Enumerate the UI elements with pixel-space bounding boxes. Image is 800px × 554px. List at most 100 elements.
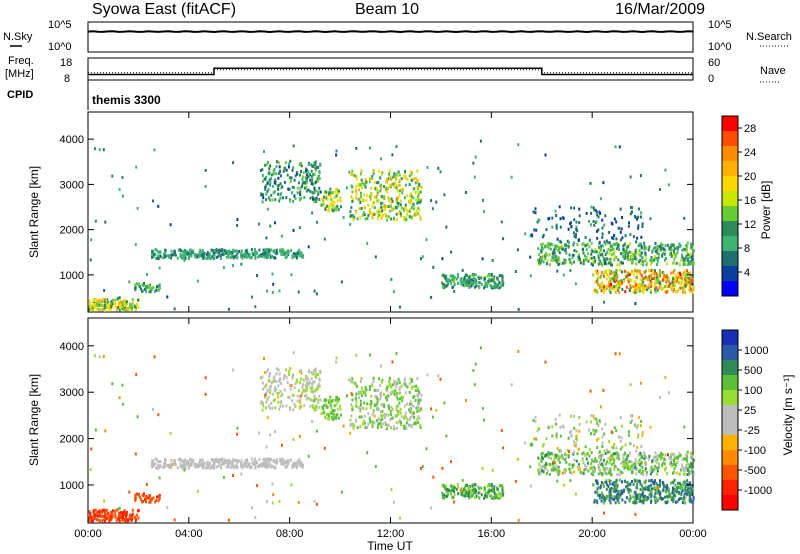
velocity-cell	[311, 398, 313, 402]
velocity-cell	[363, 390, 365, 394]
power-cell	[133, 304, 136, 308]
power-cell	[218, 251, 221, 255]
power-cell	[615, 220, 618, 224]
power-cell	[172, 253, 175, 257]
power-cell	[262, 196, 265, 200]
velocity-cell	[157, 460, 160, 464]
power-cell	[155, 288, 158, 292]
power-cell	[188, 254, 191, 258]
velocity-cell	[354, 397, 357, 401]
velocity-cell	[662, 456, 665, 460]
velocity-cell	[354, 382, 357, 386]
velocity-cell	[154, 462, 157, 466]
power-cell	[575, 250, 578, 254]
power-cell	[607, 274, 610, 278]
velocity-cell	[389, 392, 392, 395]
velocity-cell	[559, 455, 562, 459]
power-cell	[311, 211, 314, 215]
velocity-cell	[240, 462, 242, 466]
power-cell	[644, 253, 647, 257]
power-cell	[377, 181, 380, 184]
power-cell	[658, 281, 661, 285]
velocity-cell	[540, 452, 543, 456]
power-cell	[466, 281, 469, 285]
power-cell	[556, 237, 559, 241]
power-cell	[682, 259, 685, 263]
power-cell	[279, 248, 282, 252]
velocity-cell	[598, 467, 601, 471]
power-cell	[613, 285, 616, 288]
power-cell	[642, 284, 645, 288]
velocity-cell	[368, 416, 371, 420]
power-cell	[254, 305, 257, 309]
power-cell	[398, 193, 401, 197]
velocity-cell	[655, 485, 658, 489]
velocity-cell	[578, 463, 580, 467]
velocity-cell	[301, 385, 304, 389]
velocity-cell	[451, 486, 454, 489]
velocity-cell	[676, 481, 679, 485]
velocity-cell	[634, 501, 637, 505]
power-cell	[640, 235, 643, 239]
power-cell	[413, 187, 416, 190]
power-cell	[313, 188, 316, 192]
power-cell	[398, 178, 401, 182]
power-cell	[655, 272, 658, 276]
power-cell	[601, 218, 604, 222]
y-tick-label: 2000	[60, 434, 84, 446]
velocity-cell	[642, 487, 645, 491]
velocity-cell	[688, 469, 690, 473]
power-cell	[592, 206, 595, 210]
power-cell	[590, 256, 593, 260]
velocity-cell	[306, 383, 309, 387]
power-cell	[277, 176, 280, 180]
velocity-cell	[600, 454, 603, 457]
velocity-cell	[669, 455, 672, 459]
velocity-cell	[450, 460, 453, 464]
velocity-cell	[275, 388, 277, 392]
velocity-cell	[688, 463, 691, 467]
velocity-cell	[258, 464, 261, 468]
power-cell	[594, 280, 597, 284]
power-cell	[339, 199, 342, 203]
power-cell	[360, 186, 363, 190]
power-cell	[585, 258, 588, 262]
velocity-cell	[336, 407, 339, 411]
velocity-cell	[261, 461, 264, 465]
power-cell	[298, 254, 301, 258]
velocity-cell	[143, 492, 145, 496]
power-cell	[151, 249, 154, 253]
power-cell	[608, 261, 610, 265]
power-cell	[151, 286, 154, 290]
velocity-cell	[604, 470, 607, 473]
velocity-cell	[619, 447, 622, 451]
power-cell	[285, 251, 287, 255]
power-cell	[664, 275, 667, 279]
velocity-cell	[685, 459, 688, 463]
velocity-cell	[291, 376, 294, 380]
velocity-cell	[92, 509, 95, 513]
power-cell	[318, 177, 321, 181]
power-cell	[379, 176, 382, 180]
velocity-cell	[379, 384, 382, 387]
velocity-cell	[573, 415, 576, 418]
velocity-cell	[189, 458, 192, 461]
colorbar-tick-label: 12	[744, 219, 756, 231]
power-cell	[642, 289, 644, 293]
power-cell	[679, 244, 682, 248]
velocity-cell	[254, 466, 257, 470]
velocity-cell	[654, 455, 657, 459]
power-cell	[612, 247, 615, 251]
velocity-cell	[88, 510, 91, 513]
power-cell	[375, 187, 378, 191]
power-cell	[591, 249, 594, 253]
power-cell	[609, 279, 612, 283]
power-cell	[190, 254, 193, 258]
velocity-cell	[271, 501, 274, 505]
velocity-cell	[572, 440, 575, 444]
power-cell	[221, 252, 224, 256]
velocity-cell	[332, 417, 335, 421]
velocity-cell	[599, 458, 602, 462]
power-cell	[340, 280, 343, 284]
